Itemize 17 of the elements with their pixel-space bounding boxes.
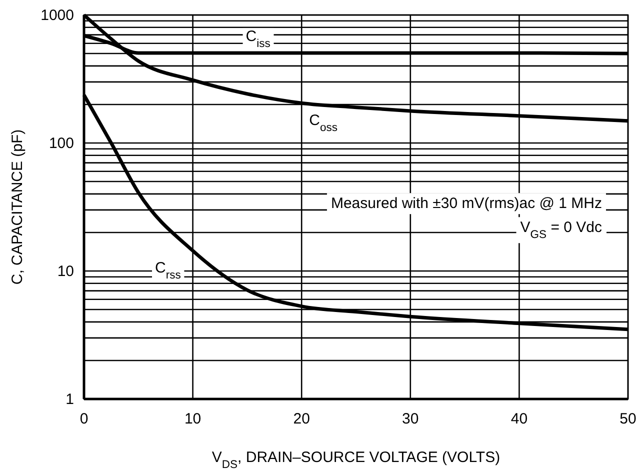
annotation: V$_{GS}$ = 0 Vdc (520, 219, 602, 242)
y-tick-label: 1 (66, 390, 74, 408)
x-tick-label: 0 (80, 410, 88, 428)
series-label: C$_{iss}$ (246, 28, 271, 50)
x-tick-label: 30 (402, 410, 419, 428)
y-tick-label: 1000 (40, 6, 74, 24)
y-tick-label: 100 (48, 134, 74, 152)
x-tick-label: 50 (620, 410, 636, 428)
series-label: C$_{rss}$ (155, 260, 182, 282)
x-tick-label: 10 (184, 410, 202, 428)
annotation: Measured with ±30 mV(rms)ac @ 1 MHz (330, 195, 602, 212)
series-label: C$_{oss}$ (309, 112, 338, 134)
x-tick-label: 20 (293, 410, 310, 428)
y-axis-title: C, CAPACITANCE (pF) (9, 129, 26, 285)
x-axis-title: V$_{DS}$, DRAIN–SOURCE VOLTAGE (VOLTS) (212, 449, 500, 471)
y-tick-label: 10 (57, 262, 74, 280)
x-tick-label: 40 (510, 410, 528, 428)
